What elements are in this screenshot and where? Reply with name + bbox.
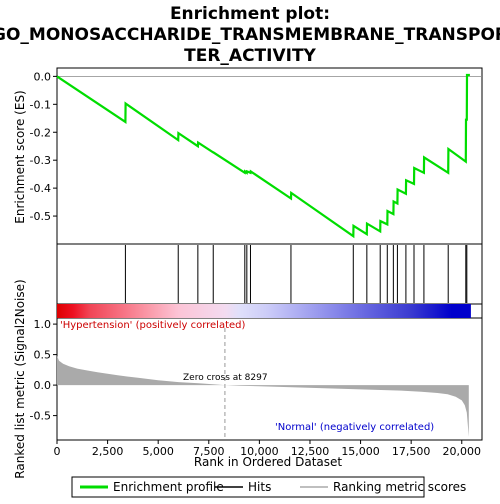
es-layer: [56, 73, 482, 239]
metric-axis-title: Ranked list metric (Signal2Noise): [13, 279, 27, 478]
es-ytick-label-4: -0.4: [30, 182, 51, 195]
axes-layer: 0.0 -0.1 -0.2 -0.3 -0.4 -0.5 1.0 0.5 0.0 -0.5 0 2,5…: [30, 70, 481, 458]
xtick-label-7: 17,500: [392, 445, 431, 458]
legend-label-2: Ranking metric scores: [333, 480, 466, 494]
hits-panel-frame: [56, 243, 483, 305]
metric-ytick-label-1: 0.5: [34, 349, 52, 362]
chart-title-line2: GO_MONOSACCHARIDE_TRANSMEMBRANE_TRANSPOR: [0, 25, 500, 45]
x-axis-title: Rank in Ordered Dataset: [194, 455, 342, 469]
xtick-label-1: 2,500: [92, 445, 124, 458]
legend-label-1: Hits: [248, 480, 271, 494]
zero-cross-label: Zero cross at 8297: [183, 373, 268, 383]
metric-layer: [57, 328, 469, 440]
xtick-label-2: 5,000: [142, 445, 174, 458]
es-ytick-label-1: -0.1: [30, 98, 51, 111]
hits-layer: [124, 245, 468, 303]
es-ytick-label-3: -0.3: [30, 154, 51, 167]
es-axis-title: Enrichment score (ES): [13, 90, 27, 223]
xtick-label-3: 7,500: [193, 445, 225, 458]
xtick-label-8: 20,000: [443, 445, 482, 458]
chart-title-line1: Enrichment plot:: [170, 4, 330, 24]
xtick-label-6: 15,000: [341, 445, 380, 458]
legend-box: [71, 476, 425, 498]
enrichment-profile-line: [56, 73, 470, 239]
xtick-label-0: 0: [54, 445, 61, 458]
ranking-heatbar: [57, 304, 471, 318]
es-ytick-label-0: 0.0: [34, 70, 52, 83]
metric-ytick-label-0: 1.0: [34, 318, 52, 331]
positive-correlation-label: 'Hypertension' (positively correlated): [60, 320, 246, 331]
metric-ytick-label-2: 0.0: [34, 379, 52, 392]
es-panel-frame: [56, 67, 483, 245]
chart-title-line3: TER_ACTIVITY: [184, 46, 316, 66]
legend-label-0: Enrichment profile: [113, 480, 224, 494]
negative-correlation-label: 'Normal' (negatively correlated): [275, 422, 434, 433]
metric-ytick-label-3: -0.5: [30, 410, 51, 423]
es-ytick-label-5: -0.5: [30, 210, 51, 223]
es-ytick-label-2: -0.2: [30, 126, 51, 139]
xtick-label-4: 10,000: [240, 445, 279, 458]
xtick-label-5: 12,500: [291, 445, 330, 458]
legend: Enrichment profile Hits Ranking metric sco…: [80, 480, 466, 494]
